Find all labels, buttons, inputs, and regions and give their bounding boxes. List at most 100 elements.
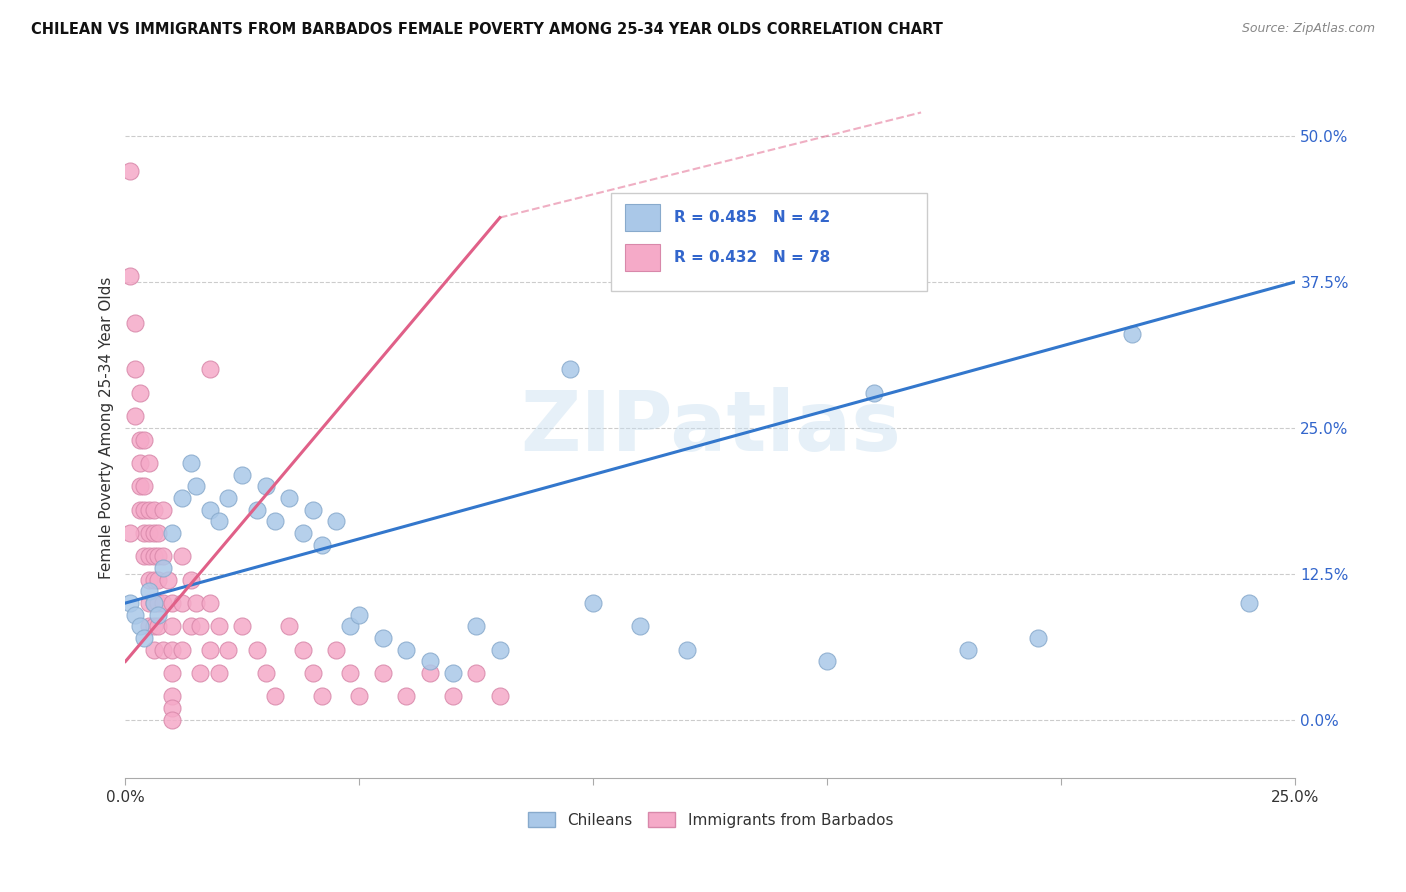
Point — [198, 502, 221, 516]
Point — [120, 164, 142, 178]
Point — [180, 573, 202, 587]
Point — [134, 549, 156, 564]
Point — [152, 502, 174, 516]
Text: R = 0.485   N = 42: R = 0.485 N = 42 — [675, 211, 831, 225]
Point — [128, 479, 150, 493]
Point — [254, 666, 277, 681]
Point — [1121, 327, 1143, 342]
Point — [264, 514, 287, 528]
Point — [162, 701, 184, 715]
Point — [142, 549, 165, 564]
Point — [184, 596, 207, 610]
Point — [231, 467, 253, 482]
Text: R = 0.432   N = 78: R = 0.432 N = 78 — [675, 250, 831, 265]
Point — [120, 596, 142, 610]
Point — [138, 456, 160, 470]
Point — [628, 619, 651, 633]
Legend: Chileans, Immigrants from Barbados: Chileans, Immigrants from Barbados — [522, 805, 900, 834]
Point — [162, 713, 184, 727]
Point — [124, 362, 146, 376]
Point — [142, 596, 165, 610]
Point — [465, 619, 488, 633]
Point — [254, 479, 277, 493]
Point — [198, 642, 221, 657]
Point — [152, 642, 174, 657]
Point — [138, 584, 160, 599]
Point — [138, 596, 160, 610]
Point — [124, 607, 146, 622]
Point — [138, 619, 160, 633]
Point — [134, 525, 156, 540]
Point — [128, 619, 150, 633]
Point — [180, 456, 202, 470]
Point — [217, 642, 239, 657]
Point — [162, 642, 184, 657]
Point — [395, 690, 418, 704]
Point — [325, 514, 347, 528]
Point — [170, 642, 193, 657]
Point — [152, 549, 174, 564]
Point — [152, 596, 174, 610]
Point — [148, 549, 170, 564]
Text: CHILEAN VS IMMIGRANTS FROM BARBADOS FEMALE POVERTY AMONG 25-34 YEAR OLDS CORRELA: CHILEAN VS IMMIGRANTS FROM BARBADOS FEMA… — [31, 22, 943, 37]
Point — [134, 631, 156, 645]
Point — [208, 619, 231, 633]
Point — [162, 619, 184, 633]
Point — [138, 573, 160, 587]
Point — [582, 596, 605, 610]
Point — [142, 642, 165, 657]
Point — [142, 502, 165, 516]
Point — [349, 690, 371, 704]
Point — [558, 362, 581, 376]
Point — [231, 619, 253, 633]
Point — [180, 619, 202, 633]
Point — [301, 502, 323, 516]
Point — [419, 666, 441, 681]
Point — [441, 690, 464, 704]
Point — [395, 642, 418, 657]
Point — [325, 642, 347, 657]
Point — [371, 631, 394, 645]
Point — [188, 666, 211, 681]
Point — [138, 549, 160, 564]
Point — [817, 655, 839, 669]
Point — [148, 619, 170, 633]
Point — [292, 525, 315, 540]
Text: Source: ZipAtlas.com: Source: ZipAtlas.com — [1241, 22, 1375, 36]
Bar — [626, 204, 661, 231]
Point — [128, 385, 150, 400]
Point — [208, 666, 231, 681]
Point — [170, 596, 193, 610]
Point — [138, 502, 160, 516]
Point — [292, 642, 315, 657]
Point — [198, 596, 221, 610]
Point — [339, 619, 361, 633]
Point — [128, 433, 150, 447]
Point — [162, 666, 184, 681]
Point — [138, 525, 160, 540]
Point — [134, 502, 156, 516]
Point — [134, 479, 156, 493]
Point — [128, 502, 150, 516]
Point — [148, 573, 170, 587]
Point — [142, 525, 165, 540]
Point — [278, 619, 301, 633]
Point — [278, 491, 301, 505]
Point — [863, 385, 886, 400]
Point — [349, 607, 371, 622]
Point — [419, 655, 441, 669]
Point — [120, 525, 142, 540]
Point — [1237, 596, 1260, 610]
FancyBboxPatch shape — [612, 193, 927, 291]
Point — [120, 268, 142, 283]
Point — [676, 642, 699, 657]
Point — [489, 642, 512, 657]
Point — [162, 596, 184, 610]
Point — [156, 573, 179, 587]
Point — [188, 619, 211, 633]
Point — [184, 479, 207, 493]
Point — [152, 561, 174, 575]
Point — [124, 316, 146, 330]
Point — [245, 502, 267, 516]
Point — [371, 666, 394, 681]
